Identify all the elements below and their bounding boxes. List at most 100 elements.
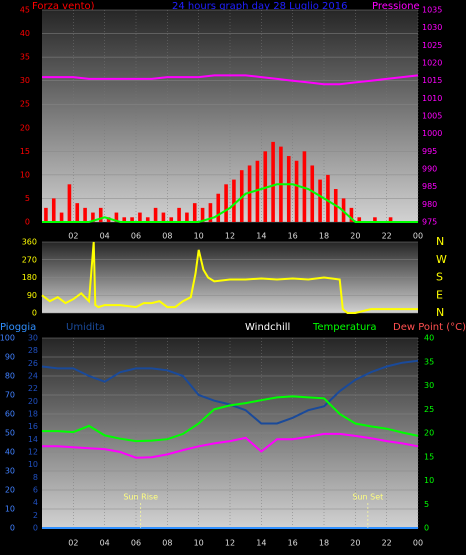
x-tick-label: 18 <box>319 539 329 548</box>
y2-tick-label: 980 <box>422 200 437 209</box>
y2-tick-label: E <box>436 288 443 301</box>
y-tick-label: 5 <box>25 194 30 203</box>
wind-bar <box>83 207 87 222</box>
wind-bar <box>310 165 315 222</box>
x-tick-label: 12 <box>225 539 235 548</box>
y2-tick-label: 1000 <box>422 129 442 138</box>
wind-bar <box>357 217 362 222</box>
x-tick-label: 10 <box>194 539 204 548</box>
x-tick-label: 10 <box>194 232 204 241</box>
wind-bar <box>247 165 252 222</box>
y-tick-label: 90 <box>5 353 15 362</box>
x-tick-label: 14 <box>256 539 266 548</box>
annotation-label: Sun Set <box>352 493 383 502</box>
wind-bar <box>44 207 48 222</box>
y2-tick-label: 10 <box>424 476 434 485</box>
y3-tick-label: 14 <box>28 435 38 444</box>
wind-bar <box>216 193 221 222</box>
y2-tick-label: 20 <box>424 429 434 438</box>
y2-tick-label: 975 <box>422 218 437 227</box>
x-tick-label: 04 <box>100 232 110 241</box>
x-tick-label: 04 <box>100 539 110 548</box>
wind-bar <box>177 207 181 222</box>
wind-bar <box>185 212 189 222</box>
y-tick-label: 25 <box>20 100 30 109</box>
y-tick-label: 45 <box>20 6 30 15</box>
y2-tick-label: W <box>436 253 447 266</box>
y-tick-label: 30 <box>5 467 15 476</box>
wind-bar <box>51 198 56 222</box>
x-tick-label: 18 <box>319 232 329 241</box>
wind-bar <box>349 207 354 222</box>
wind-bar <box>98 207 103 222</box>
wind-axis-label: Forza vento) <box>32 1 95 12</box>
y-tick-label: 270 <box>22 255 37 264</box>
wind-bar <box>302 151 307 222</box>
y-tick-label: 10 <box>5 505 15 514</box>
y2-tick-label: 15 <box>424 452 434 461</box>
x-tick-label: 20 <box>350 232 360 241</box>
y-tick-label: 20 <box>20 123 30 132</box>
wind-bar <box>294 160 299 222</box>
series-line <box>41 241 418 314</box>
x-tick-label: 00 <box>413 232 423 241</box>
wind-bar <box>59 212 64 222</box>
y3-tick-label: 8 <box>33 473 38 482</box>
y-tick-label: 20 <box>5 486 15 495</box>
series-line <box>42 395 419 443</box>
y-tick-label: 50 <box>5 429 15 438</box>
x-tick-label: 08 <box>162 232 172 241</box>
wind-bar <box>161 212 166 222</box>
wind-bar <box>255 160 260 222</box>
y-tick-label: 180 <box>22 273 37 282</box>
y-tick-label: 80 <box>5 372 15 381</box>
y-tick-label: 40 <box>20 29 30 38</box>
wind-bar <box>138 212 142 222</box>
y2-tick-label: 30 <box>424 381 434 390</box>
wind-bar <box>75 203 80 222</box>
x-tick-label: 16 <box>288 539 298 548</box>
wind-bar <box>67 184 72 222</box>
wind-bar <box>106 217 111 222</box>
x-tick-label: 06 <box>131 232 141 241</box>
y-tick-label: 35 <box>20 53 30 62</box>
pressure-axis-label: Pressione <box>372 1 420 12</box>
chart-title: 24 hours graph day 28 Luglio 2016 <box>172 1 348 12</box>
y3-tick-label: 2 <box>33 511 38 520</box>
x-tick-label: 06 <box>131 539 141 548</box>
y2-tick-label: 1015 <box>422 76 442 85</box>
y-tick-label: 60 <box>5 410 15 419</box>
y2-tick-label: 5 <box>424 500 429 509</box>
y2-tick-label: S <box>436 271 443 284</box>
series-line <box>42 183 418 223</box>
y3-tick-label: 18 <box>28 410 38 419</box>
y2-tick-label: 0 <box>424 524 429 533</box>
y3-tick-label: 22 <box>28 384 38 393</box>
y-tick-label: 15 <box>20 147 30 156</box>
y3-tick-label: 16 <box>28 422 38 431</box>
legend-label: Pioggia <box>0 322 36 333</box>
y3-tick-label: 6 <box>33 486 38 495</box>
x-tick-label: 02 <box>68 539 78 548</box>
wind-bar <box>169 217 174 222</box>
wind-bar <box>130 217 134 222</box>
wind-bar <box>326 174 330 222</box>
wind-bar <box>192 203 197 222</box>
y2-tick-label: 1005 <box>422 112 442 121</box>
x-tick-label: 12 <box>225 232 235 241</box>
y3-tick-label: 30 <box>28 334 38 343</box>
y2-tick-label: 1035 <box>422 6 442 15</box>
y-tick-label: 10 <box>20 170 30 179</box>
wind-bar <box>224 184 228 222</box>
y2-tick-label: 35 <box>424 357 434 366</box>
wind-bar <box>145 217 150 222</box>
y3-tick-label: 10 <box>28 460 38 469</box>
wind-bar <box>91 212 95 222</box>
wind-bar <box>286 156 291 222</box>
y-tick-label: 0 <box>25 218 30 227</box>
y2-tick-label: 1030 <box>422 23 442 32</box>
y3-tick-label: 4 <box>33 498 38 507</box>
wind-bar <box>153 207 158 222</box>
y2-tick-label: 990 <box>422 165 437 174</box>
